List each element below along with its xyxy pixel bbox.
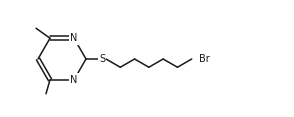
Text: Br: Br bbox=[199, 54, 210, 64]
Text: S: S bbox=[99, 54, 105, 64]
Text: N: N bbox=[70, 33, 78, 43]
Text: N: N bbox=[70, 75, 78, 85]
